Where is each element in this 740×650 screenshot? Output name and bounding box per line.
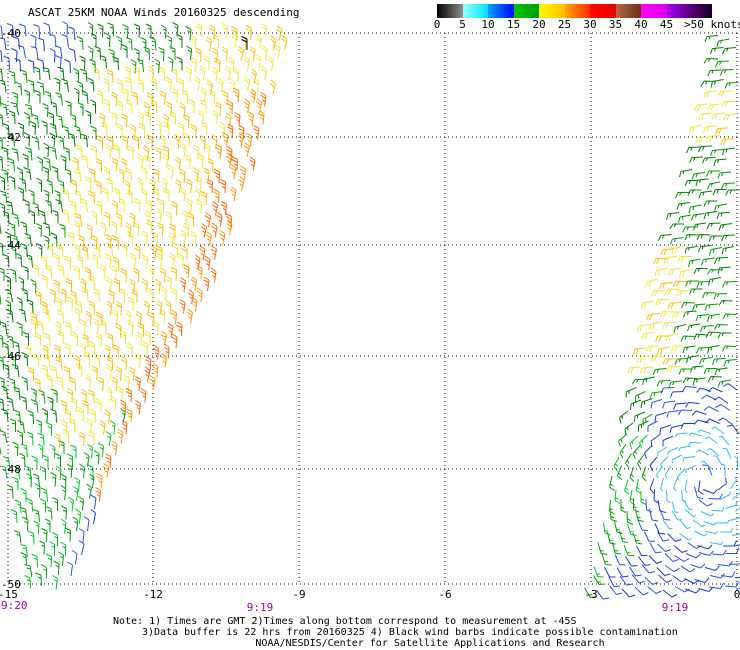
swath-time-label: 9:20 — [1, 599, 28, 612]
colorbar-tick-label: 35 — [608, 18, 623, 31]
footnote-line: 3)Data buffer is 22 hrs from 20160325 4)… — [142, 627, 678, 638]
lon-tick-label: -12 — [143, 588, 163, 601]
colorbar — [437, 4, 712, 18]
colorbar-tick-label: 30 — [583, 18, 597, 31]
lon-tick-label: -3 — [584, 588, 598, 601]
plot-title: ASCAT 25KM NOAA Winds 20160325 descendin… — [28, 6, 300, 19]
colorbar-tick-label: 20 — [532, 18, 546, 31]
lon-tick-label: -9 — [292, 588, 306, 601]
lat-tick-label: -50 — [1, 578, 21, 591]
wind-barb-layer — [0, 420, 648, 590]
lon-tick-label: 0 — [733, 588, 740, 601]
colorbar-tick-label: 45 — [659, 18, 674, 31]
swath-time-label: 9:19 — [246, 601, 274, 614]
colorbar-tick-label: 0 — [433, 18, 441, 31]
colorbar-segment — [513, 4, 539, 18]
colorbar-segment — [666, 4, 712, 18]
colorbar-tick-label: 40 — [634, 18, 648, 31]
footnote-line: NOAA/NESDIS/Center for Satellite Applica… — [255, 638, 605, 649]
wind-barb-layer — [0, 26, 740, 600]
grid-lines — [7, 32, 738, 585]
colorbar-segment — [539, 4, 565, 18]
wind-barb-layer — [0, 21, 740, 596]
swath-time-label: 9:19 — [661, 601, 689, 614]
lat-tick-label: -46 — [1, 350, 21, 363]
colorbar-tick-label: 5 — [459, 18, 466, 31]
colorbar-segment — [488, 4, 514, 18]
colorbar-segment — [437, 4, 463, 18]
wind-barb-layer — [95, 92, 267, 502]
lat-tick-label: -40 — [1, 27, 21, 40]
colorbar-tick-label: 10 — [481, 18, 495, 31]
wind-barb-layer — [0, 24, 739, 598]
colorbar-segment — [564, 4, 590, 18]
wind-barb-layer — [96, 87, 265, 488]
wind-barb-layer — [24, 23, 738, 445]
colorbar-segment — [615, 4, 641, 18]
colorbar-tick-label: 25 — [557, 18, 572, 31]
lon-tick-label: -15 — [0, 588, 18, 601]
colorbar-end-label: >50 knots — [684, 18, 740, 31]
colorbar-segment — [462, 4, 488, 18]
colorbar-segment — [641, 4, 667, 18]
wind-barb-layer — [27, 24, 734, 448]
lon-tick-label: -6 — [438, 588, 452, 601]
wind-barb-layer — [656, 426, 740, 545]
colorbar-segment — [590, 4, 616, 18]
footnote-line: Note: 1) Times are GMT 2)Times along bot… — [113, 616, 577, 627]
colorbar-tick-label: 15 — [506, 18, 521, 31]
wind-barb-layer — [241, 36, 248, 50]
lat-tick-label: -42 — [1, 131, 21, 144]
lat-tick-label: -48 — [1, 463, 21, 476]
lat-tick-label: -44 — [1, 239, 21, 252]
